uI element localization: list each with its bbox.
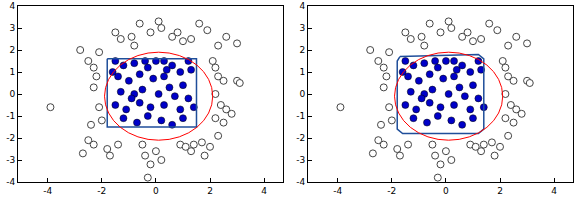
svg-text:-1: -1: [296, 111, 305, 121]
svg-text:4: 4: [551, 186, 557, 196]
svg-text:2: 2: [207, 186, 213, 196]
svg-text:-4: -4: [296, 177, 305, 187]
svg-text:1: 1: [9, 67, 15, 77]
svg-text:0: 0: [153, 186, 159, 196]
svg-text:-3: -3: [6, 155, 15, 165]
svg-text:-3: -3: [296, 155, 305, 165]
svg-text:2: 2: [497, 186, 503, 196]
svg-text:0: 0: [299, 89, 305, 99]
svg-text:2: 2: [9, 45, 15, 55]
svg-text:4: 4: [261, 186, 267, 196]
svg-text:-4: -4: [6, 177, 15, 187]
svg-text:-2: -2: [296, 133, 305, 143]
svg-text:-2: -2: [6, 133, 15, 143]
svg-text:0: 0: [9, 89, 15, 99]
svg-text:3: 3: [299, 23, 305, 33]
svg-text:0: 0: [443, 186, 449, 196]
svg-text:3: 3: [9, 23, 15, 33]
svg-text:4: 4: [9, 1, 15, 11]
svg-text:4: 4: [299, 1, 305, 11]
svg-text:-4: -4: [43, 186, 52, 196]
svg-text:1: 1: [299, 67, 305, 77]
svg-text:-4: -4: [333, 186, 342, 196]
svg-text:-1: -1: [6, 111, 15, 121]
svg-text:-2: -2: [387, 186, 396, 196]
svg-text:2: 2: [299, 45, 305, 55]
svg-text:-2: -2: [97, 186, 106, 196]
